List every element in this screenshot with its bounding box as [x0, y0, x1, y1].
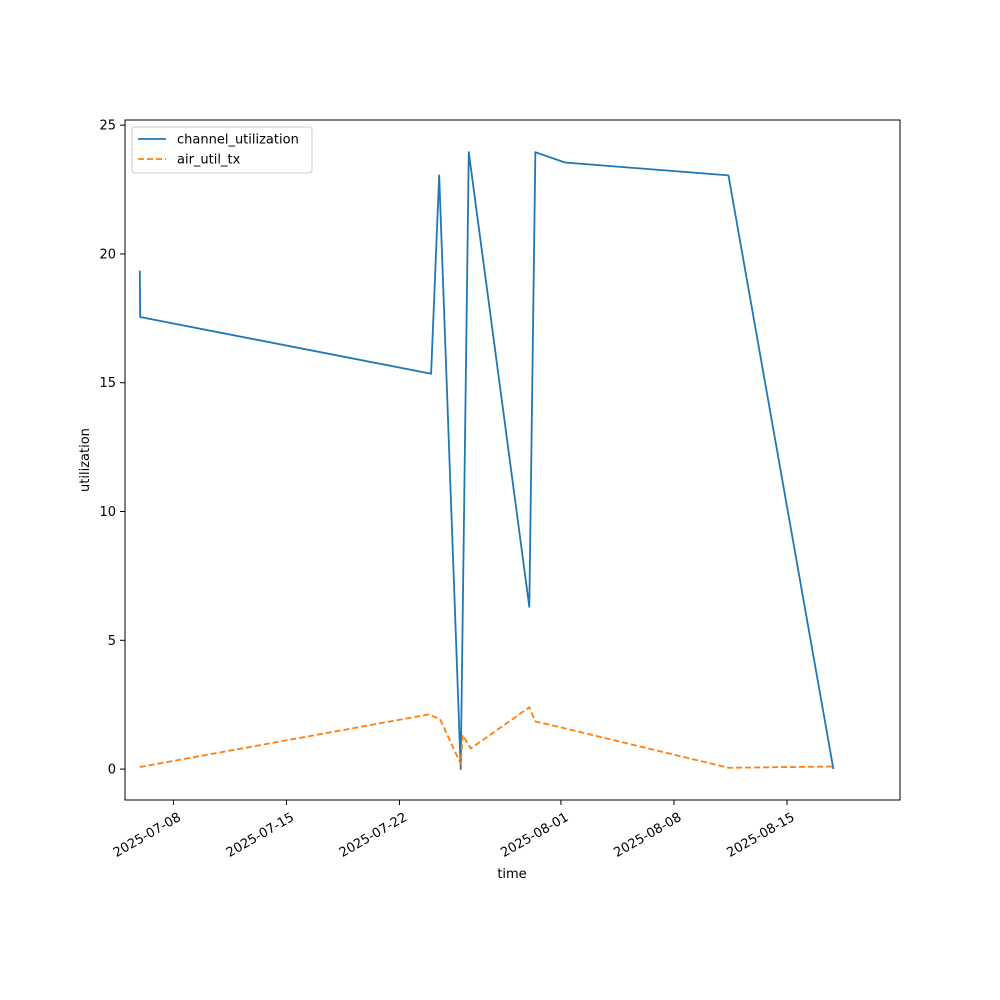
y-tick-label: 5: [108, 634, 116, 649]
series-line-air-util-tx: [139, 706, 834, 769]
x-axis-label: time: [497, 867, 526, 882]
legend-label-channel-utilization: channel_utilization: [177, 133, 299, 148]
series-layer: [138, 151, 835, 770]
y-tick-label: 15: [99, 376, 116, 391]
legend: channel_utilization air_util_tx: [131, 126, 313, 174]
y-tick-label: 20: [99, 247, 116, 262]
y-axis: 0 5 10 15 20 25: [99, 119, 125, 778]
plot-frame: [124, 119, 901, 801]
y-tick-label: 10: [99, 505, 116, 520]
y-tick-label: 25: [99, 119, 116, 134]
y-tick-label: 0: [108, 763, 116, 778]
legend-box: [131, 126, 313, 174]
series-line-channel-utilization: [138, 151, 835, 770]
y-axis-label: utilization: [78, 428, 93, 492]
legend-label-air-util-tx: air_util_tx: [177, 153, 241, 168]
